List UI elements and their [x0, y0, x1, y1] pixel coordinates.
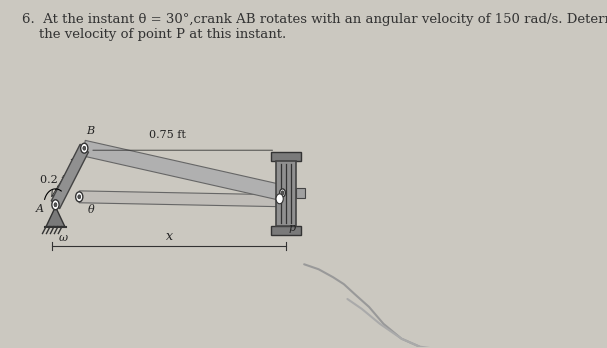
Circle shape — [83, 146, 86, 150]
Circle shape — [276, 194, 283, 204]
Bar — [271, 226, 301, 235]
Text: ω: ω — [59, 232, 68, 243]
Text: θ: θ — [88, 205, 95, 215]
Bar — [276, 161, 296, 226]
Bar — [271, 152, 301, 161]
Circle shape — [280, 189, 285, 197]
Circle shape — [78, 195, 81, 199]
Circle shape — [281, 191, 284, 195]
Circle shape — [54, 203, 57, 207]
Text: 0.75 ft: 0.75 ft — [149, 130, 186, 140]
Text: 6.  At the instant θ = 30°,crank AB rotates with an angular velocity of 150 rad/: 6. At the instant θ = 30°,crank AB rotat… — [22, 13, 607, 41]
Text: B: B — [86, 126, 94, 136]
Circle shape — [81, 143, 88, 153]
Polygon shape — [83, 140, 283, 201]
Bar — [296, 188, 305, 198]
Text: p: p — [288, 223, 296, 232]
Text: A: A — [36, 204, 44, 214]
Polygon shape — [79, 191, 283, 207]
Circle shape — [52, 200, 59, 210]
Text: 0.2 ft: 0.2 ft — [39, 175, 69, 185]
Polygon shape — [46, 207, 65, 227]
Circle shape — [76, 192, 83, 202]
Polygon shape — [52, 144, 89, 209]
Text: x: x — [166, 230, 172, 244]
